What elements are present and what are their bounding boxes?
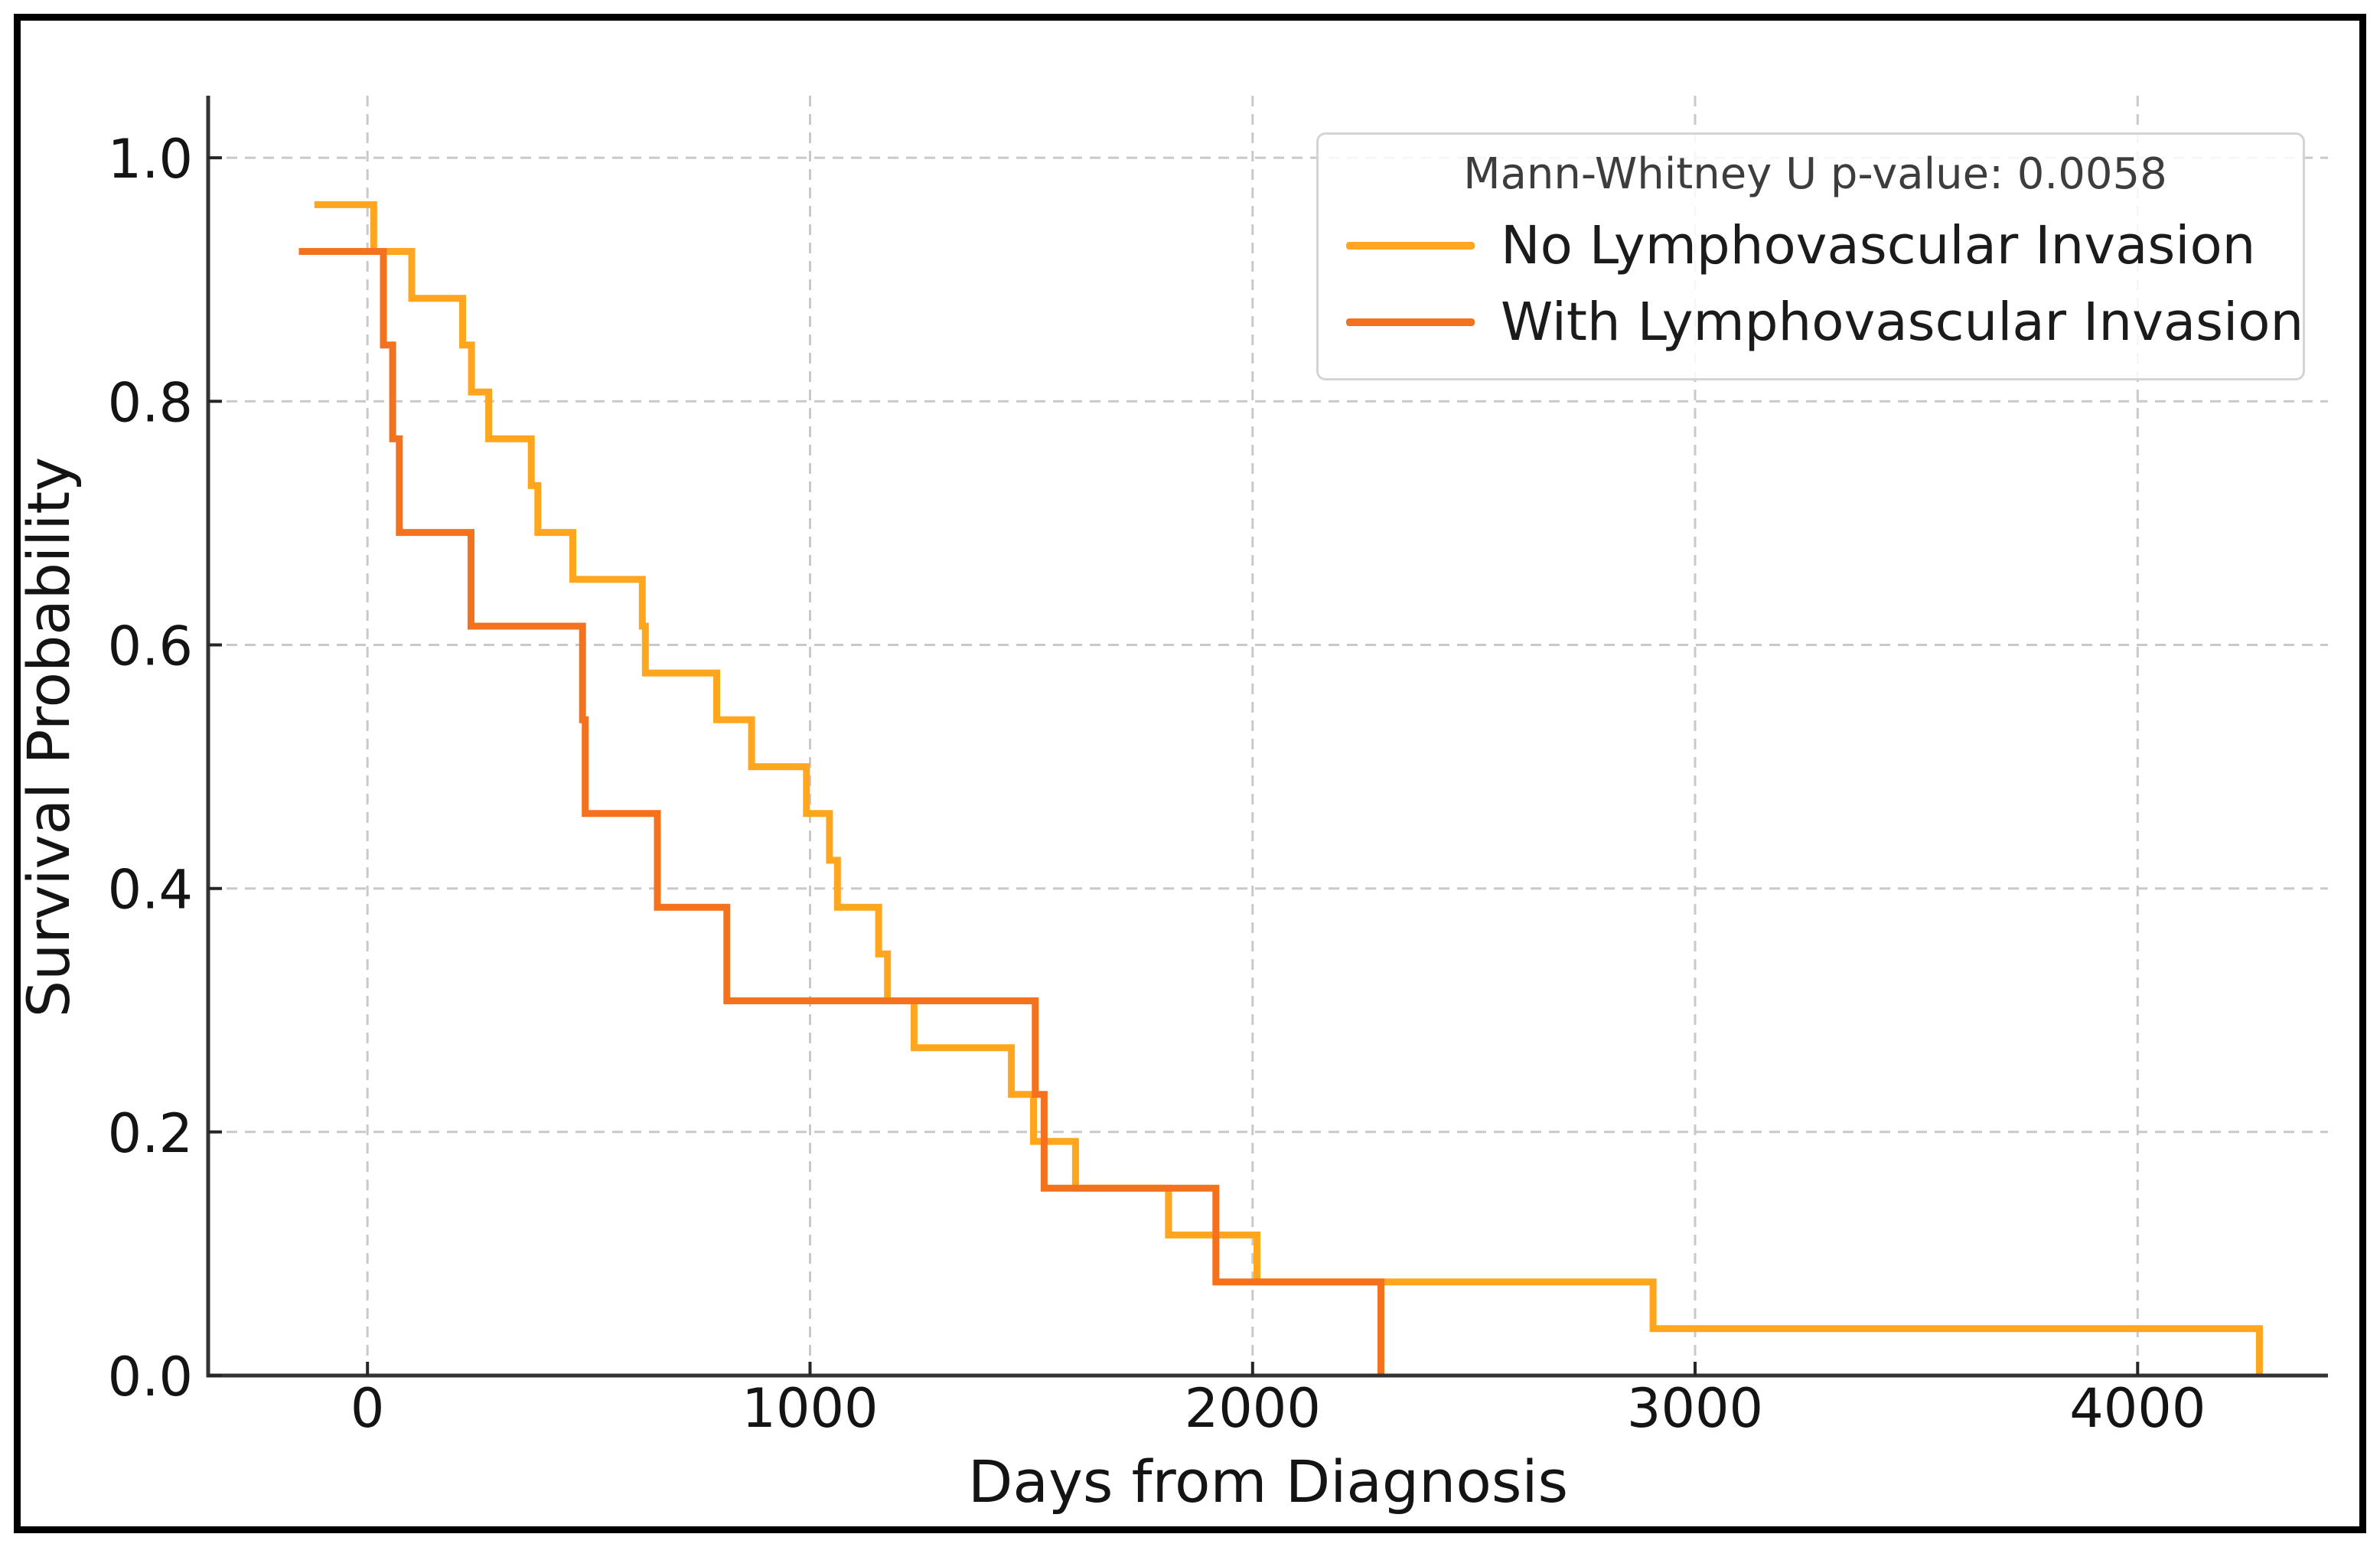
legend-item-no-lvi: No Lymphovascular Invasion bbox=[1346, 213, 2284, 279]
legend-line-swatch-with-lvi bbox=[1346, 318, 1475, 326]
tick-labels: 0 1000 2000 3000 4000 0.0 0.2 0.4 0.6 0.8 1.0 bbox=[108, 128, 2206, 1440]
y-tick-label: 0.8 bbox=[108, 371, 193, 434]
x-tick-label: 4000 bbox=[2069, 1377, 2206, 1440]
x-axis-label: Days from Diagnosis bbox=[968, 1447, 1568, 1516]
legend: Mann-Whitney U p-value: 0.0058 No Lympho… bbox=[1316, 132, 2305, 380]
y-axis-label: Survival Probability bbox=[15, 457, 83, 1017]
x-tick-label: 3000 bbox=[1627, 1377, 1763, 1440]
x-tick-label: 0 bbox=[350, 1377, 385, 1440]
series-line-with-lymphovascular-invasion bbox=[298, 248, 1384, 1376]
legend-item-with-lvi: With Lymphovascular Invasion bbox=[1346, 289, 2303, 355]
legend-item-label: No Lymphovascular Invasion bbox=[1501, 215, 2256, 276]
tick-marks bbox=[208, 156, 2140, 1377]
y-tick-label: 0.6 bbox=[108, 615, 193, 678]
y-tick-label: 1.0 bbox=[108, 128, 193, 191]
x-tick-label: 1000 bbox=[742, 1377, 878, 1440]
axes bbox=[206, 96, 2328, 1378]
series-lines bbox=[298, 201, 2263, 1376]
legend-item-label: With Lymphovascular Invasion bbox=[1501, 292, 2304, 353]
y-tick-label: 0.2 bbox=[108, 1102, 193, 1165]
y-tick-label: 0.0 bbox=[108, 1346, 193, 1408]
legend-annotation: Mann-Whitney U p-value: 0.0058 bbox=[1463, 149, 2167, 199]
y-tick-label: 0.4 bbox=[108, 859, 193, 922]
x-tick-label: 2000 bbox=[1185, 1377, 1321, 1440]
legend-line-swatch-no-lvi bbox=[1346, 242, 1475, 250]
series-line-no-lymphovascular-invasion bbox=[314, 201, 2263, 1376]
